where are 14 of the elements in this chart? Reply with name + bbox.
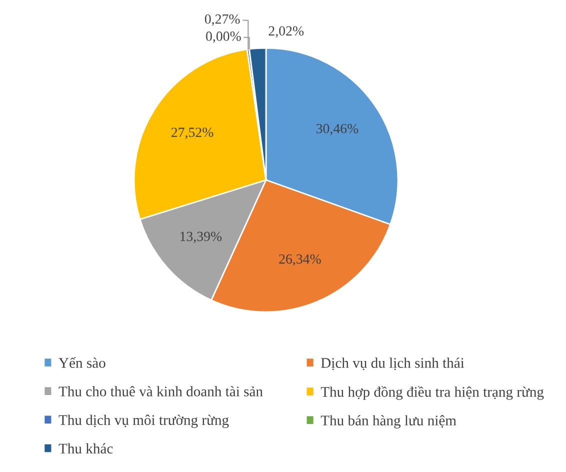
data-label: 13,39% xyxy=(180,232,222,244)
data-label: 26,34% xyxy=(279,254,321,266)
text: 0,00% xyxy=(206,32,241,43)
legend-label: Thu khác xyxy=(58,443,113,454)
legend-label: Dịch vụ du lịch sinh thái xyxy=(321,358,464,370)
data-label: 2,02% xyxy=(268,26,304,38)
legend-label: Thu cho thuê và kinh doanh tài sản xyxy=(58,386,263,396)
legend-label: Thu bán hàng lưu niệm xyxy=(320,415,456,428)
data-label: 27,52% xyxy=(171,128,214,140)
data-label: 0,27% xyxy=(204,14,240,26)
data-label: 30,46% xyxy=(316,124,358,136)
legend-label: Thu hợp đồng điều tra hiện trạng rừng xyxy=(320,386,544,400)
legend-label: Thu dịch vụ môi trường rừng xyxy=(58,414,229,428)
legend-label: Yến sào xyxy=(58,357,106,368)
